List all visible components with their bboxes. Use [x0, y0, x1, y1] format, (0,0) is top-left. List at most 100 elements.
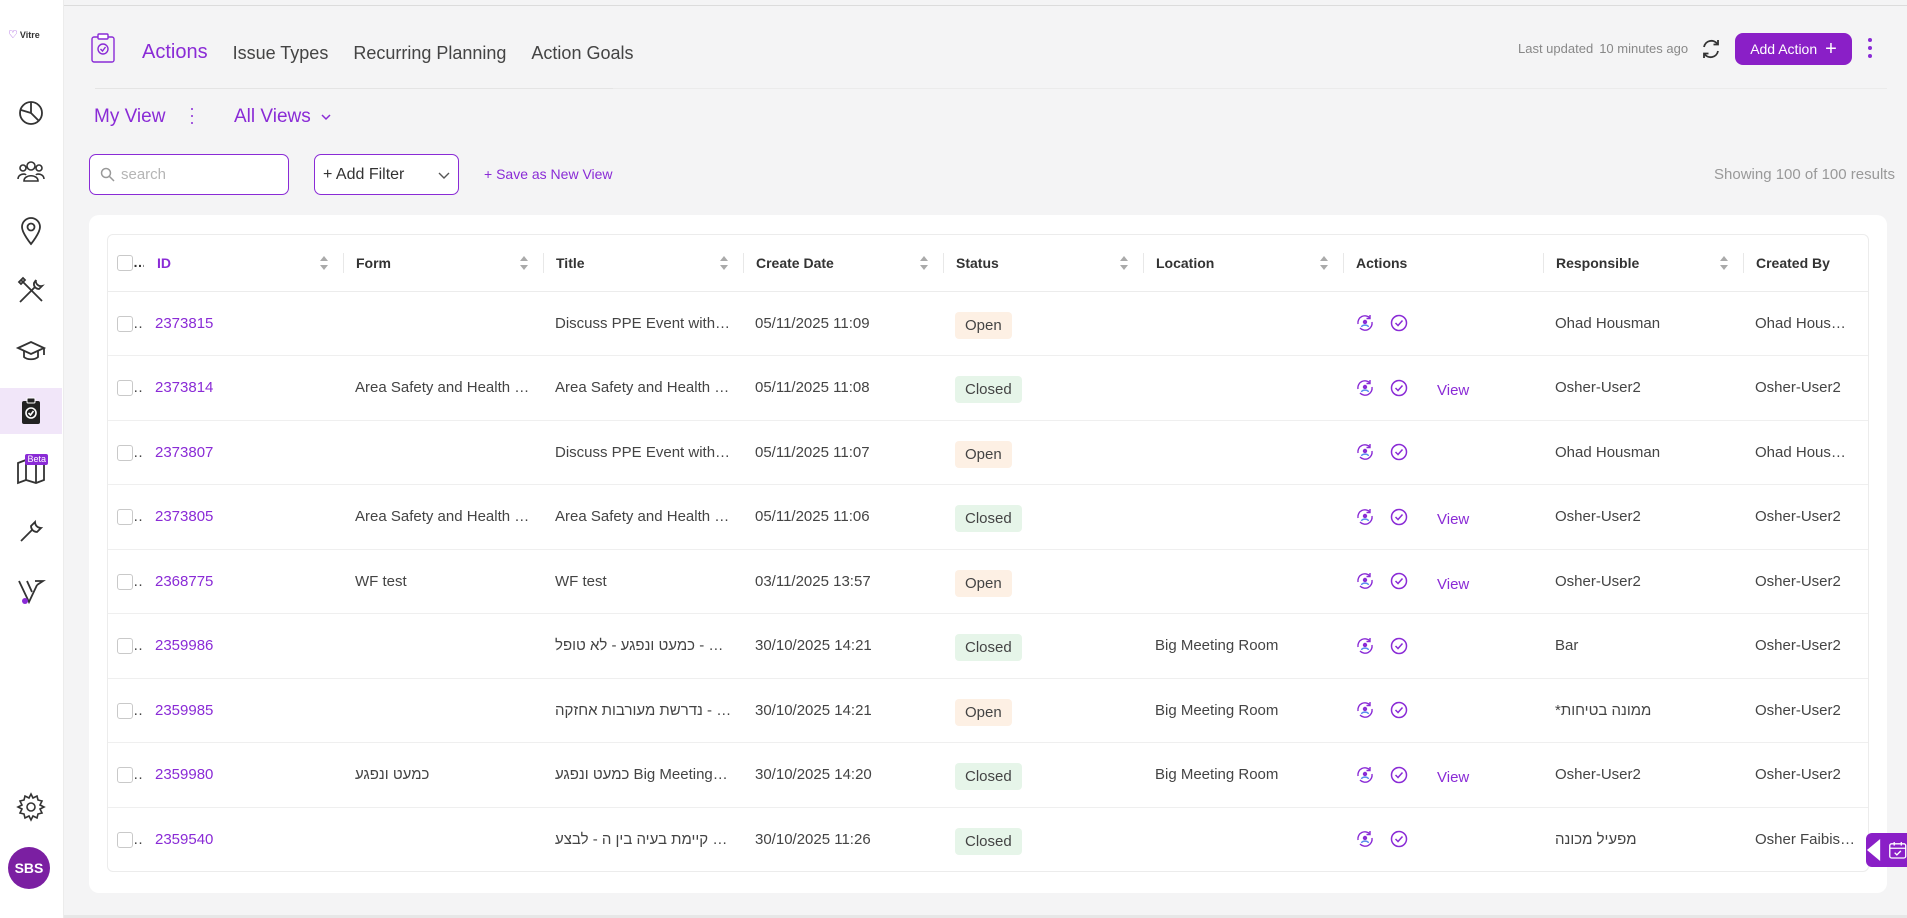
column-header-responsible[interactable]: Responsible	[1544, 235, 1744, 292]
sort-icon[interactable]	[920, 256, 928, 270]
row-id-link[interactable]: 2359980	[144, 742, 344, 808]
row-create-date: 05/11/2025 11:07	[744, 420, 944, 485]
row-checkbox[interactable]	[117, 831, 133, 848]
add-action-label: Add Action	[1750, 41, 1818, 57]
user-add-icon[interactable]	[1355, 765, 1375, 785]
chevron-down-icon	[321, 114, 331, 121]
table-row[interactable]: 2368775 WF test WF test 03/11/2025 13:57 Ope…	[108, 549, 1868, 614]
row-id-link[interactable]: 2373814	[144, 355, 344, 421]
table-row[interactable]: 2373815 Discuss PPE Event with… 05/11/2025…	[108, 291, 1868, 356]
sidebar-item-training[interactable]	[0, 328, 62, 374]
check-circle-icon[interactable]	[1389, 313, 1409, 333]
clipboard-check-icon	[91, 33, 115, 63]
all-views-label: All Views	[234, 106, 311, 127]
row-checkbox[interactable]	[117, 767, 133, 784]
user-add-icon[interactable]	[1355, 829, 1375, 849]
row-actions-cell: View	[1344, 355, 1544, 421]
check-circle-icon[interactable]	[1389, 378, 1409, 398]
more-menu-icon[interactable]	[1863, 36, 1877, 60]
row-id-link[interactable]: 2373807	[144, 420, 344, 485]
view-link[interactable]: View	[1437, 769, 1470, 787]
add-filter-dropdown[interactable]: + Add Filter	[314, 154, 459, 195]
all-views-dropdown[interactable]: All Views	[234, 106, 331, 128]
row-checkbox[interactable]	[117, 573, 133, 590]
row-id-link[interactable]: 2359986	[144, 613, 344, 679]
check-circle-icon[interactable]	[1389, 765, 1409, 785]
user-add-icon[interactable]	[1355, 571, 1375, 591]
view-options-icon[interactable]	[189, 108, 195, 124]
check-circle-icon[interactable]	[1389, 442, 1409, 462]
sidebar-item-people[interactable]	[0, 148, 62, 194]
user-add-icon[interactable]	[1355, 636, 1375, 656]
row-checkbox[interactable]	[117, 315, 133, 332]
check-circle-icon[interactable]	[1389, 571, 1409, 591]
row-checkbox[interactable]	[117, 380, 133, 397]
sort-icon[interactable]	[1120, 256, 1128, 270]
user-add-icon[interactable]	[1355, 507, 1375, 527]
tab-recurring-planning[interactable]: Recurring Planning	[353, 43, 507, 63]
check-circle-icon[interactable]	[1389, 507, 1409, 527]
column-header-status[interactable]: Status	[944, 235, 1144, 292]
view-link[interactable]: View	[1437, 511, 1470, 529]
row-checkbox[interactable]	[117, 702, 133, 719]
row-id-link[interactable]: 2368775	[144, 549, 344, 614]
user-add-icon[interactable]	[1355, 700, 1375, 720]
sort-icon[interactable]	[320, 256, 328, 270]
user-add-icon[interactable]	[1355, 378, 1375, 398]
select-all-checkbox[interactable]	[117, 255, 133, 272]
sort-icon[interactable]	[720, 256, 728, 270]
status-badge: Open	[955, 440, 1012, 468]
search-input[interactable]	[121, 166, 281, 183]
column-header-created-by[interactable]: Created By	[1744, 235, 1868, 292]
row-id-link[interactable]: 2373805	[144, 484, 344, 550]
column-header-form[interactable]: Form	[344, 235, 544, 292]
column-header-create-date[interactable]: Create Date	[744, 235, 944, 292]
table-row[interactable]: 2359540 קיימת בעיה בין ה - לבצע … 30/10/20…	[108, 807, 1868, 871]
row-checkbox[interactable]	[117, 509, 133, 526]
row-id-link[interactable]: 2373815	[144, 291, 344, 356]
sort-icon[interactable]	[1320, 256, 1328, 270]
row-id-link[interactable]: 2359540	[144, 807, 344, 871]
table-row[interactable]: 2359985 נדרשת מעורבות אחזקה - … 30/10/2025…	[108, 678, 1868, 743]
avatar[interactable]: SBS	[8, 847, 50, 889]
tab-issue-types[interactable]: Issue Types	[232, 43, 329, 63]
view-link[interactable]: View	[1437, 575, 1470, 593]
view-link[interactable]: View	[1437, 382, 1470, 400]
app-logo[interactable]: ♡ Vitre	[8, 28, 40, 41]
table-row[interactable]: 2359986 כמעט ונפגע - לא טופל - B… 30/10/20…	[108, 613, 1868, 679]
user-add-icon[interactable]	[1355, 313, 1375, 333]
row-id-link[interactable]: 2359985	[144, 678, 344, 743]
sidebar-item-dashboard[interactable]	[0, 89, 62, 135]
check-circle-icon[interactable]	[1389, 829, 1409, 849]
calendar-panel-toggle[interactable]	[1866, 833, 1907, 867]
save-as-new-view-link[interactable]: + Save as New View	[484, 166, 613, 182]
column-header-title[interactable]: Title	[544, 235, 744, 292]
settings-button[interactable]	[0, 784, 62, 830]
sidebar-item-locations[interactable]	[0, 208, 62, 254]
check-circle-icon[interactable]	[1389, 700, 1409, 720]
table-row[interactable]: 2359980 כמעט ונפגע כמעט ונפגע Big Meeting……	[108, 742, 1868, 808]
sidebar-item-vitre[interactable]	[0, 568, 62, 614]
table-header-row: ID Form Title Create Date Status Locatio…	[108, 235, 1868, 292]
column-header-id[interactable]: ID	[144, 235, 344, 292]
refresh-icon[interactable]	[1700, 38, 1722, 60]
user-add-icon[interactable]	[1355, 442, 1375, 462]
table-row[interactable]: 2373805 Area Safety and Health … Area Safe…	[108, 484, 1868, 550]
current-view[interactable]: My View	[94, 106, 166, 127]
sidebar-item-maintenance[interactable]	[0, 508, 62, 554]
tab-action-goals[interactable]: Action Goals	[531, 43, 634, 63]
row-checkbox[interactable]	[117, 638, 133, 655]
table-row[interactable]: 2373807 Discuss PPE Event with… 05/11/2025…	[108, 420, 1868, 485]
row-checkbox[interactable]	[117, 444, 133, 461]
row-status-cell: Closed	[944, 807, 1144, 871]
sort-icon[interactable]	[520, 256, 528, 270]
add-action-button[interactable]: Add Action +	[1735, 33, 1852, 65]
check-circle-icon[interactable]	[1389, 636, 1409, 656]
sidebar-item-tools[interactable]	[0, 268, 62, 314]
tab-actions[interactable]: Actions	[142, 41, 208, 63]
sidebar-item-actions[interactable]	[0, 388, 62, 434]
column-header-location[interactable]: Location	[1144, 235, 1344, 292]
table-row[interactable]: 2373814 Area Safety and Health … Area Safe…	[108, 355, 1868, 421]
sidebar-item-maps[interactable]: Beta	[0, 448, 62, 494]
sort-icon[interactable]	[1720, 256, 1728, 270]
